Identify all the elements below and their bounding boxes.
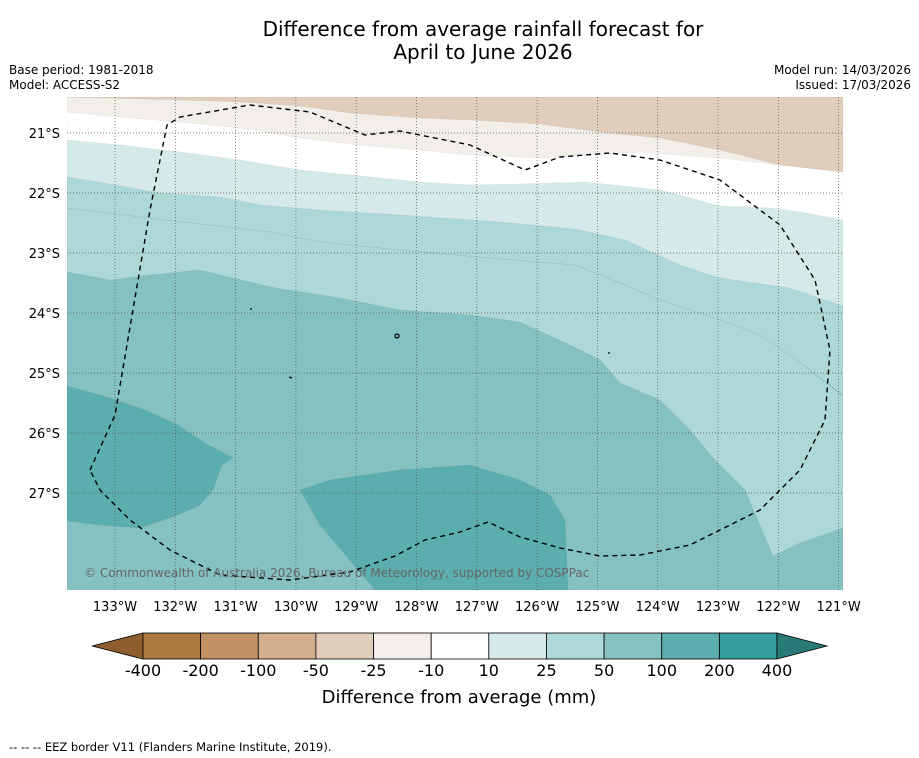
colorbar-segment — [718, 632, 778, 660]
longitude-label: 130°W — [274, 600, 318, 615]
longitude-label: 121°W — [817, 600, 861, 615]
copyright-notice: © Commonwealth of Australia 2026, Bureau… — [84, 566, 589, 580]
colorbar-under-arrow — [91, 632, 144, 660]
colorbar-title: Difference from average (mm) — [322, 687, 597, 708]
base-period: Base period: 1981-2018 — [9, 63, 154, 77]
field-minus50-minus25 — [67, 97, 843, 173]
longitude-label: 128°W — [394, 600, 438, 615]
colorbar-segment — [257, 632, 317, 660]
colorbar-segment — [661, 632, 720, 660]
colorbar-segment — [430, 632, 490, 660]
colorbar-tick-label: 25 — [536, 661, 556, 680]
longitude-label: 123°W — [696, 600, 740, 615]
colorbar-tick-label: 200 — [704, 661, 735, 680]
longitude-label: 126°W — [515, 600, 559, 615]
field-100-200-west — [67, 385, 234, 529]
latitude-label: 25°S — [29, 367, 60, 382]
colorbar-segment — [488, 632, 547, 660]
eez-border — [89, 104, 831, 581]
colorbar-over-arrow — [776, 632, 829, 660]
longitude-label: 124°W — [636, 600, 680, 615]
issued-date: Issued: 17/03/2026 — [795, 78, 911, 92]
model-run: Model run: 14/03/2026 — [773, 63, 911, 77]
longitude-labels: 133°W 132°W 131°W 130°W 129°W 128°W 127°W 126°W… — [93, 600, 861, 615]
colorbar-tick-label: -25 — [360, 661, 386, 680]
longitude-label: 129°W — [334, 600, 378, 615]
colorbar-segment — [603, 632, 663, 660]
title-line-1: Difference from average rainfall forecas… — [262, 17, 704, 41]
colorbar: -400 -200 -100 -50 -25 -10 10 25 50 100 200 400 — [91, 632, 829, 680]
longitude-label: 125°W — [575, 600, 619, 615]
colorbar-segment — [315, 632, 374, 660]
colorbar-tick-label: -200 — [182, 661, 218, 680]
longitude-label: 122°W — [756, 600, 800, 615]
model-name: Model: ACCESS-S2 — [9, 78, 121, 92]
colorbar-tick-label: 50 — [594, 661, 614, 680]
colorbar-tick-label: 10 — [479, 661, 499, 680]
colorbar-tick-label: 100 — [646, 661, 677, 680]
title-line-2: April to June 2026 — [393, 40, 573, 64]
latitude-label: 27°S — [29, 487, 60, 502]
colorbar-segment — [546, 632, 605, 660]
longitude-label: 131°W — [214, 600, 258, 615]
latitude-label: 26°S — [29, 427, 60, 442]
colorbar-tick-label: -400 — [125, 661, 161, 680]
colorbar-tick-label: -100 — [240, 661, 276, 680]
latitude-labels: 21°S 22°S 23°S 24°S 25°S 26°S 27°S — [29, 127, 60, 502]
longitude-label: 132°W — [153, 600, 197, 615]
island-marks — [250, 308, 610, 379]
meta-left: Base period: 1981-2018 Model: ACCESS-S2 — [9, 63, 154, 93]
latitude-label: 22°S — [29, 187, 60, 202]
eez-footnote: -- -- -- EEZ border V11 (Flanders Marine… — [9, 740, 332, 754]
latitude-label: 24°S — [29, 307, 60, 322]
colorbar-tick-label: -50 — [303, 661, 329, 680]
chart-title: Difference from average rainfall forecas… — [0, 18, 919, 64]
longitude-label: 133°W — [93, 600, 137, 615]
latitude-label: 21°S — [29, 127, 60, 142]
field-100-200-south — [299, 464, 569, 590]
colorbar-segment — [373, 632, 432, 660]
colorbar-segment — [142, 632, 202, 660]
longitude-label: 127°W — [455, 600, 499, 615]
gridlines — [67, 97, 843, 590]
latitude-label: 23°S — [29, 247, 60, 262]
meta-right: Model run: 14/03/2026 Issued: 17/03/2026 — [774, 63, 911, 93]
colorbar-tick-label: 400 — [762, 661, 793, 680]
colorbar-tick-label: -10 — [418, 661, 444, 680]
contour-fields — [67, 97, 843, 590]
colorbar-segment — [200, 632, 259, 660]
